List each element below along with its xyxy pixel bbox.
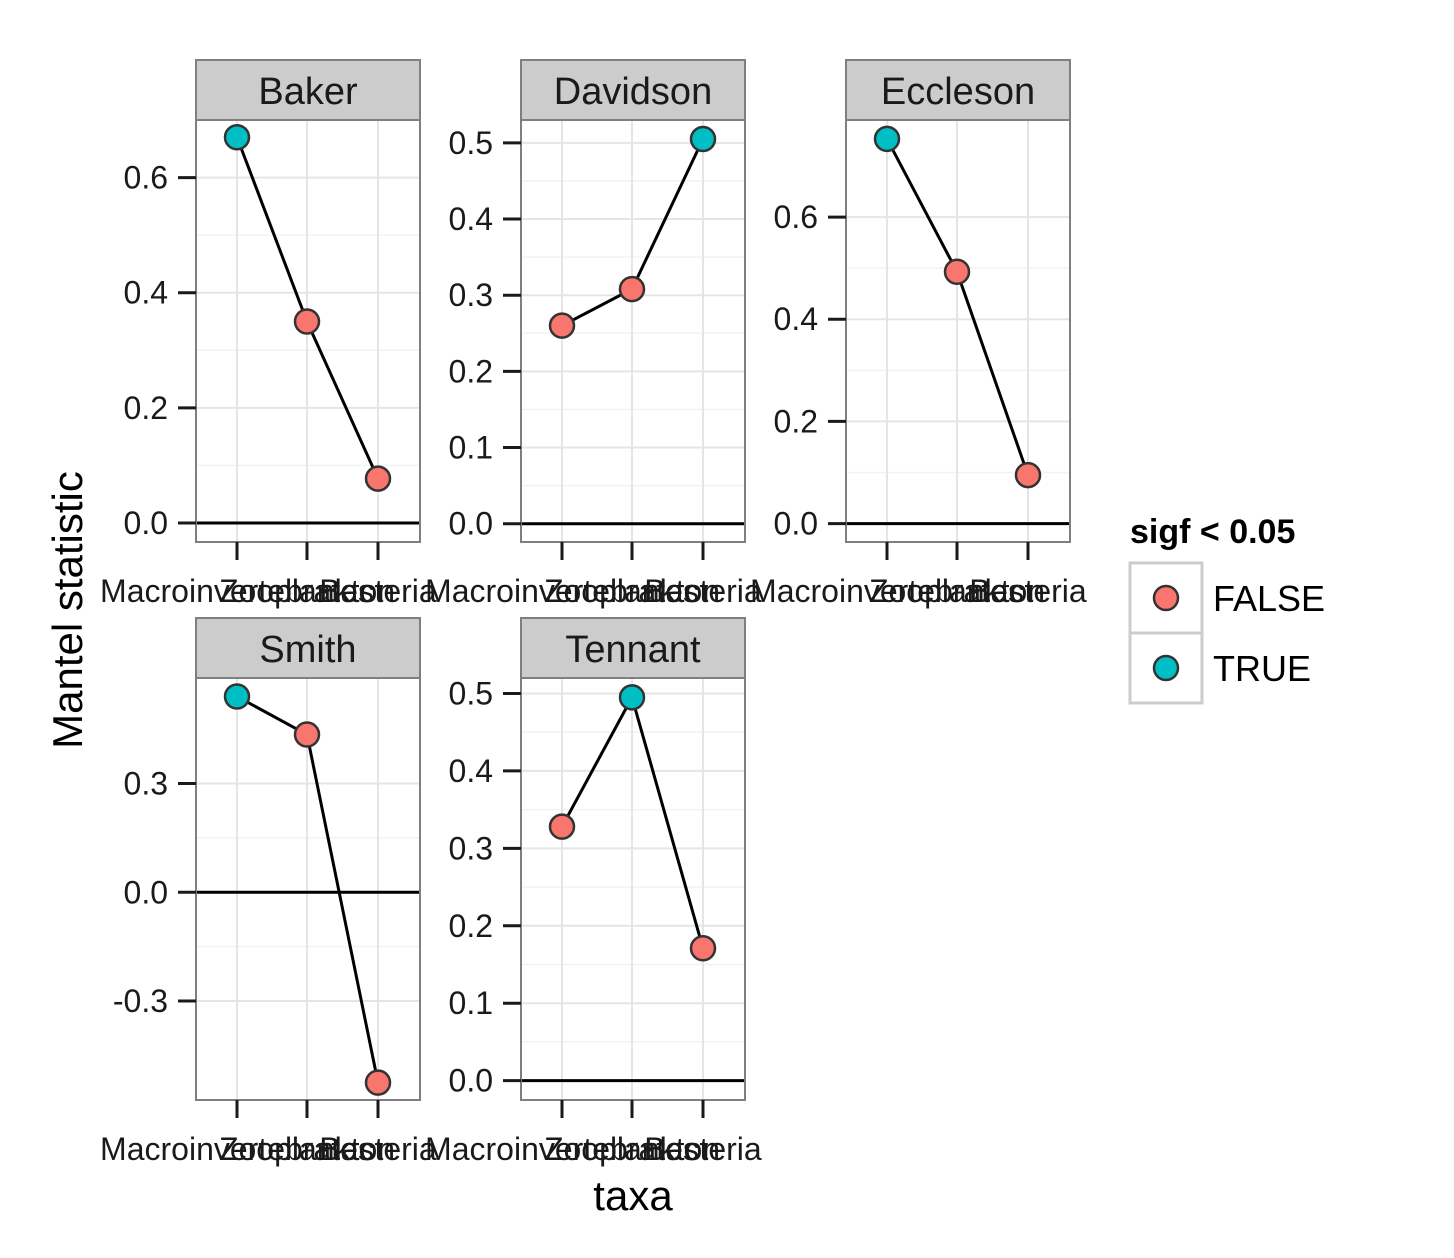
data-point-bacteria [364, 465, 392, 492]
y-tick-label: 0.1 [449, 985, 493, 1021]
strip-label: Baker [258, 71, 358, 113]
data-point-macroinvertebrates [223, 124, 251, 151]
x-axis-title: taxa [593, 1172, 673, 1219]
x-tick-label: Zooplankton [869, 573, 1045, 609]
y-tick-label: 0.4 [449, 201, 493, 237]
data-point-macroinvertebrates [873, 125, 901, 153]
legend-label-true: TRUE [1213, 648, 1311, 689]
data-point-macroinvertebrates [548, 813, 576, 840]
data-point-macroinvertebrates [548, 312, 576, 339]
strip-label: Eccleson [881, 71, 1035, 113]
strip-background [195, 617, 421, 679]
y-tick-label: 0.0 [774, 506, 818, 542]
data-point-zooplankton [293, 721, 321, 748]
legend: sigf < 0.05 FALSE TRUE [1128, 513, 1325, 705]
facet-tennant: Tennant 0.0 0.1 0.2 0.3 0.4 0.5 Macroinvertebra… [425, 617, 762, 1167]
legend-title: sigf < 0.05 [1130, 513, 1295, 551]
data-point-bacteria [689, 125, 717, 153]
y-tick-label: 0.6 [774, 199, 818, 235]
y-tick-label: 0.5 [449, 125, 493, 161]
data-point-bacteria [689, 934, 717, 962]
x-tick-label: Macroinvertebrates [100, 1131, 374, 1167]
strip-label: Davidson [554, 71, 712, 113]
x-tick-label: Zooplankton [544, 573, 720, 609]
x-tick-label: Bacteria [644, 1131, 762, 1167]
y-tick-label: -0.3 [113, 983, 168, 1019]
y-tick-label: 0.0 [124, 505, 168, 541]
y-tick-label: 0.2 [449, 353, 493, 389]
data-point-zooplankton [293, 308, 321, 335]
x-tick-label: Macroinvertebrates [750, 573, 1024, 609]
x-tick-label: Macroinvertebrates [425, 573, 699, 609]
data-point-bacteria [364, 1069, 392, 1096]
strip-background [845, 59, 1071, 121]
data-point-zooplankton [618, 684, 646, 711]
y-tick-label: 0.6 [124, 160, 168, 196]
legend-key-true [1152, 654, 1180, 682]
y-tick-label: 0.4 [124, 275, 168, 311]
y-tick-label: 0.1 [449, 430, 493, 466]
data-point-macroinvertebrates [223, 683, 251, 710]
legend-key-false [1152, 584, 1180, 612]
x-tick-label: Zooplankton [544, 1131, 720, 1167]
x-tick-label: Bacteria [319, 573, 437, 609]
y-tick-label: 0.3 [449, 277, 493, 313]
y-tick-label: 0.5 [449, 675, 493, 711]
y-tick-label: 0.3 [124, 766, 168, 802]
y-tick-label: 0.2 [774, 403, 818, 439]
x-tick-label: Bacteria [644, 573, 762, 609]
x-tick-label: Zooplankton [219, 573, 395, 609]
x-tick-label: Bacteria [319, 1131, 437, 1167]
y-tick-label: 0.2 [449, 908, 493, 944]
x-tick-label: Bacteria [969, 573, 1087, 609]
y-tick-label: 0.2 [124, 390, 168, 426]
data-point-zooplankton [943, 258, 971, 285]
x-tick-label: Macroinvertebrates [425, 1131, 699, 1167]
strip-label: Smith [259, 629, 356, 671]
facet-smith: Smith -0.3 0.0 0.3 MacroinvertebratesZooplan… [100, 617, 437, 1167]
facet-panels: Baker0.00.20.40.6MacroinvertebratesZoopl… [100, 59, 1087, 1167]
data-point-zooplankton [618, 275, 646, 303]
y-tick-label: 0.3 [449, 830, 493, 866]
x-tick-label: Macroinvertebrates [100, 573, 374, 609]
facet-baker: Baker 0.0 0.2 0.4 0.6 MacroinvertebratesZoopl… [100, 59, 437, 609]
y-tick-label: 0.0 [124, 874, 168, 910]
strip-label: Tennant [565, 629, 701, 671]
y-tick-label: 0.4 [774, 301, 818, 337]
x-tick-label: Zooplankton [219, 1131, 395, 1167]
data-point-bacteria [1014, 461, 1042, 489]
facet-eccleson: Eccleson 0.0 0.2 0.4 0.6 MacroinvertebratesZo… [750, 59, 1087, 609]
facet-davidson: Davidson 0.0 0.1 0.2 0.3 0.4 0.5 Macroinvertebr… [425, 59, 762, 609]
strip-background [195, 59, 421, 121]
y-tick-label: 0.4 [449, 753, 493, 789]
legend-label-false: FALSE [1213, 578, 1325, 619]
y-axis-title: Mantel statistic [44, 471, 91, 749]
y-tick-label: 0.0 [449, 506, 493, 542]
y-tick-label: 0.0 [449, 1063, 493, 1099]
